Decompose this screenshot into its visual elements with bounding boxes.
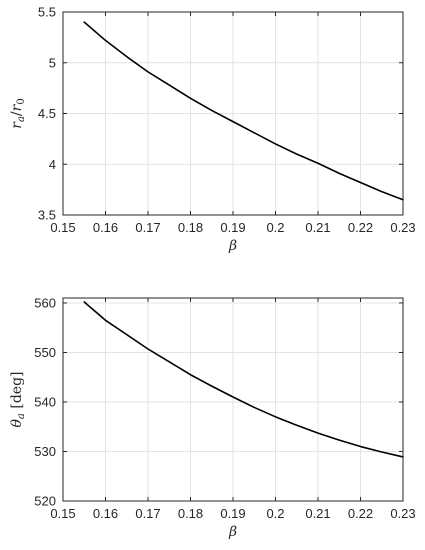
y-axis-label-subscript: a <box>16 413 27 419</box>
x-tick-label: 0.17 <box>135 220 160 235</box>
x-tick-label: 0.23 <box>390 220 415 235</box>
chart-ra-over-r0-vs-beta: 0.15 0.16 0.17 0.18 0.19 0.2 0.21 0.22 0.23 3.5 4 4… <box>9 5 416 255</box>
x-axis-label: β <box>228 238 237 254</box>
x-tick-label: 0.19 <box>220 220 245 235</box>
y-tick-label: 5.5 <box>38 5 56 20</box>
series-line <box>83 301 404 458</box>
x-tick-label: 0.16 <box>93 220 118 235</box>
x-tick-label: 0.22 <box>348 220 373 235</box>
x-tick-label: 0.18 <box>178 506 203 521</box>
x-tick-label: 0.21 <box>305 220 330 235</box>
y-tick-label: 5 <box>49 55 56 70</box>
x-axis-label: β <box>228 524 237 540</box>
y-tick-label: 560 <box>34 295 56 310</box>
y-axis-label: θa [deg] <box>9 372 27 428</box>
x-tick-label: 0.2 <box>266 506 284 521</box>
y-tick-label: 4 <box>49 157 56 172</box>
y-axis-label-subscript: a <box>16 116 27 122</box>
x-tick-label: 0.2 <box>266 220 284 235</box>
x-tick-label: 0.15 <box>50 506 75 521</box>
x-tick-label: 0.17 <box>135 506 160 521</box>
y-axis-label-symbol: θ <box>9 419 25 428</box>
y-tick-label: 4.5 <box>38 106 56 121</box>
x-tick-label: 0.15 <box>50 220 75 235</box>
y-tick-label: 530 <box>34 444 56 459</box>
x-tick-label: 0.18 <box>178 220 203 235</box>
x-tick-label: 0.19 <box>220 506 245 521</box>
y-axis-label-separator: / <box>9 111 25 116</box>
x-tick-label: 0.21 <box>305 506 330 521</box>
y-axis-label-ref-symbol: r <box>9 103 25 111</box>
series-line <box>83 21 404 201</box>
y-axis-label: ra/r0 <box>9 98 27 128</box>
y-axis-label-symbol: r <box>9 121 25 129</box>
y-axis-label-unit: [deg] <box>9 372 25 414</box>
y-axis-label-ref-subscript: 0 <box>16 98 27 104</box>
x-tick-label: 0.16 <box>93 506 118 521</box>
y-tick-label: 520 <box>34 494 56 509</box>
y-tick-label: 3.5 <box>38 208 56 223</box>
y-tick-label: 540 <box>34 394 56 409</box>
chart-theta-a-vs-beta: 0.15 0.16 0.17 0.18 0.19 0.2 0.21 0.22 0.23 520 53… <box>9 295 416 540</box>
y-tick-label: 550 <box>34 345 56 360</box>
x-tick-label: 0.22 <box>348 506 373 521</box>
x-tick-label: 0.23 <box>390 506 415 521</box>
